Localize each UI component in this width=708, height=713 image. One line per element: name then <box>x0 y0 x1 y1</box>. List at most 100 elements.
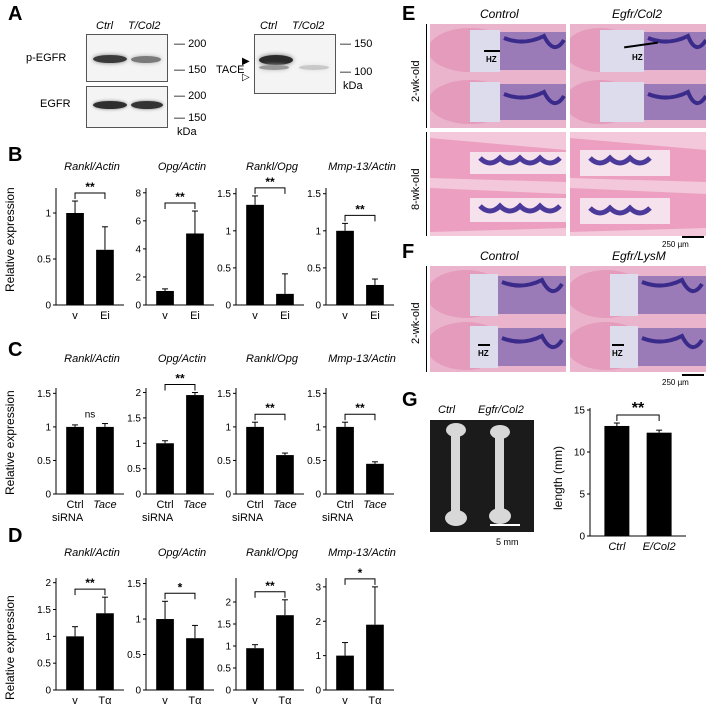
histo-e-egfrcol2-2wk <box>570 24 706 128</box>
y-tick-label-d4-3: 3 <box>315 582 321 593</box>
y-tick-label-d3-3: 1.5 <box>217 620 231 631</box>
x-label-g-0: Ctrl <box>608 541 626 553</box>
y-tick-label-c4-2: 1 <box>315 422 321 433</box>
histo-e-control-2wk <box>430 24 566 128</box>
panel-label-g: G <box>402 389 418 411</box>
y-tick-label-d3-0: 0 <box>225 686 231 697</box>
bar-d1-1 <box>96 613 114 690</box>
hz-marker-f1 <box>478 344 490 346</box>
bar-b2-1 <box>186 233 204 305</box>
f-col-control: Control <box>480 249 519 263</box>
chart-title-d1: Rankl/Actin <box>64 547 120 559</box>
x-label-c4-0: Ctrl <box>336 499 353 511</box>
y-tick-label-d1-4: 2 <box>45 578 51 589</box>
x-label-b1-1: Ei <box>100 310 110 322</box>
x-label-b4-1: Ei <box>370 310 380 322</box>
chart-title-b3: Rankl/Opg <box>246 161 299 173</box>
y-tick-label-c4-1: 0.5 <box>307 456 321 467</box>
chart-title-d2: Opg/Actin <box>158 547 206 559</box>
chart-title-b4: Mmp-13/Actin <box>328 161 396 173</box>
y-tick-label-d1-2: 1 <box>45 632 51 643</box>
sig-bracket-d2 <box>164 592 196 600</box>
blot-tace <box>254 34 336 94</box>
chart-title-d4: Mmp-13/Actin <box>328 547 396 559</box>
x-label-c3-1: Tace <box>273 499 296 511</box>
scalebar-f <box>682 374 704 376</box>
histo-e-egfrcol2-8wk <box>570 132 706 236</box>
mw-150-b: — 150 <box>174 112 207 124</box>
chart-title-c3: Rankl/Opg <box>246 353 299 365</box>
label-egfr: EGFR <box>40 98 71 110</box>
blot-pegfr <box>86 34 168 82</box>
bar-b1-1 <box>96 249 114 305</box>
y-tick-label-b4-2: 1 <box>315 226 321 237</box>
chart-title-b1: Rankl/Actin <box>64 161 120 173</box>
sig-bracket-g <box>616 414 660 422</box>
mw-100-c: — 100 <box>340 66 373 78</box>
sirna-label-1: siRNA <box>52 512 84 524</box>
bar-c2-1 <box>186 395 204 494</box>
sig-label-d2: * <box>178 580 183 594</box>
bar-b1-0 <box>66 213 84 305</box>
bar-c3-0 <box>246 426 264 494</box>
sig-label-d1: ** <box>85 576 95 590</box>
sig-label-b1: ** <box>85 180 95 194</box>
y-tick-label-d3-2: 1 <box>225 642 231 653</box>
x-label-c2-0: Ctrl <box>156 499 173 511</box>
x-label-c2-1: Tace <box>183 499 206 511</box>
ylabel-g: length (mm) <box>551 445 565 510</box>
bar-b2-0 <box>156 290 174 305</box>
kda-label-2: kDa <box>343 80 363 92</box>
panel-label-f: F <box>402 241 415 263</box>
g-label-ctrl: Ctrl <box>438 404 456 416</box>
g-label-egfrcol2: Egfr/Col2 <box>478 404 524 416</box>
bar-c1-1 <box>96 426 114 494</box>
x-label-d4-0: v <box>342 695 348 707</box>
y-tick-label-c4-0: 0 <box>315 490 321 501</box>
y-tick-label-c2-3: 1.5 <box>127 413 141 424</box>
mw-150-c: — 150 <box>340 38 373 50</box>
chart-title-b2: Opg/Actin <box>158 161 206 173</box>
y-tick-label-d3-1: 0.5 <box>217 664 231 675</box>
bar-b4-1 <box>366 284 384 305</box>
bar-c1-0 <box>66 426 84 494</box>
e-row2-bracket <box>426 132 427 236</box>
panel-label-b: B <box>8 144 23 166</box>
arrowhead-filled-icon: ▶ <box>242 56 250 67</box>
x-label-d2-1: Tα <box>188 695 202 707</box>
sig-bracket-b1 <box>74 192 106 200</box>
hz-label-e1: HZ <box>486 55 497 64</box>
mw-200-b: — 200 <box>174 90 207 102</box>
y-tick-label-d4-1: 1 <box>315 651 321 662</box>
x-label-d3-1: Tα <box>278 695 292 707</box>
g-scalebar-label: 5 mm <box>496 537 519 547</box>
e-row1-bracket <box>426 24 427 128</box>
scalebar-e <box>682 236 704 238</box>
y-tick-label-b2-0: 0 <box>135 301 141 312</box>
y-tick-label-b2-3: 6 <box>135 216 141 227</box>
x-label-g-1: E/Col2 <box>643 541 676 553</box>
y-tick-label-g-2: 10 <box>574 448 586 459</box>
blot-egfr <box>86 86 168 128</box>
y-tick-label-b3-2: 1 <box>225 226 231 237</box>
kda-label-1: kDa <box>177 126 197 138</box>
sig-label-g: ** <box>632 400 645 417</box>
hz-label-f1: HZ <box>478 349 489 358</box>
x-label-b2-1: Ei <box>190 310 200 322</box>
y-tick-label-b3-3: 1.5 <box>217 189 231 200</box>
x-label-b4-0: v <box>342 310 348 322</box>
sig-label-b2: ** <box>175 190 185 204</box>
sirna-label-3: siRNA <box>232 512 264 524</box>
y-tick-label-b2-1: 2 <box>135 272 141 283</box>
chart-title-c4: Mmp-13/Actin <box>328 353 396 365</box>
y-tick-label-d1-0: 0 <box>45 686 51 697</box>
f-row-bracket <box>426 266 427 372</box>
lane-label-ctrl-2: Ctrl <box>260 20 278 32</box>
y-tick-label-b3-1: 0.5 <box>217 263 231 274</box>
y-tick-label-c3-2: 1 <box>225 422 231 433</box>
y-tick-label-g-1: 5 <box>579 490 585 501</box>
y-tick-label-c2-2: 1 <box>135 439 141 450</box>
bar-b3-0 <box>246 204 264 305</box>
